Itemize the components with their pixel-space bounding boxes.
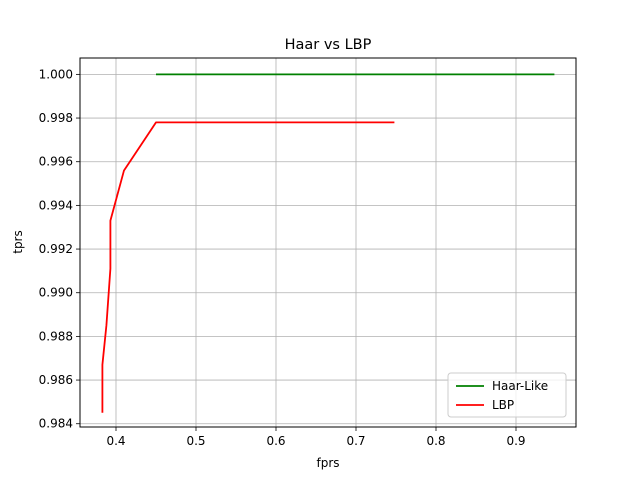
y-tick-label: 0.992 (39, 242, 73, 256)
ticks: 0.4 0.5 0.6 0.7 0.8 0.9 0.984 0.986 0.988 0.990 0.… (39, 67, 526, 448)
plot-frame (79, 57, 577, 428)
y-tick-label: 0.996 (39, 155, 73, 169)
x-tick-label: 0.7 (346, 434, 365, 448)
legend-label-lbp: LBP (492, 398, 514, 412)
y-tick-label: 0.998 (39, 111, 73, 125)
legend-box (447, 372, 567, 418)
y-axis-label: tprs (11, 230, 25, 254)
chart-title: Haar vs LBP (285, 37, 372, 53)
series-group (101, 73, 555, 413)
x-axis-label: fprs (316, 456, 339, 470)
x-tick-label: 0.9 (506, 434, 525, 448)
y-tick-label: 0.986 (39, 373, 73, 387)
series-line-lbp (101, 121, 395, 413)
y-tick-label: 0.990 (39, 286, 73, 300)
legend: Haar-Like LBP (447, 372, 567, 418)
x-tick-label: 0.8 (426, 434, 445, 448)
y-tick-label: 0.994 (39, 198, 73, 212)
legend-label-haar-like: Haar-Like (492, 379, 548, 393)
y-tick-label: 1.000 (39, 67, 73, 81)
x-tick-label: 0.4 (106, 434, 125, 448)
y-tick-label: 0.984 (39, 417, 73, 431)
y-tick-label: 0.988 (39, 329, 73, 343)
x-tick-label: 0.5 (186, 434, 205, 448)
x-tick-label: 0.6 (266, 434, 285, 448)
